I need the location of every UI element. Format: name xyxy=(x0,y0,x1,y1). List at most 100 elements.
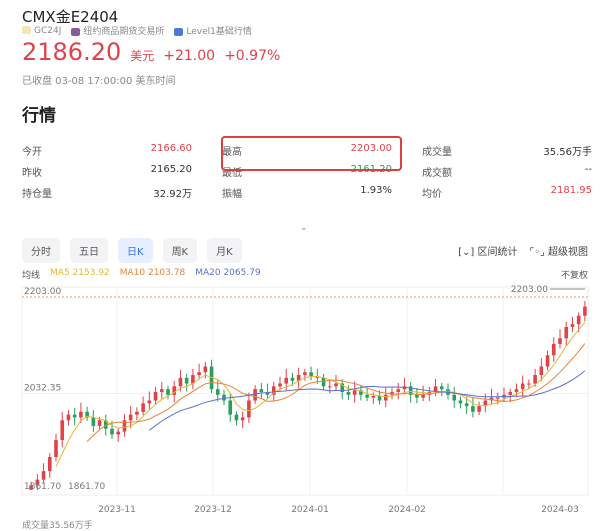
candle-body xyxy=(551,343,556,356)
candle-body xyxy=(191,375,195,384)
candle-body xyxy=(54,440,58,458)
candle-body xyxy=(72,414,77,418)
quote-value: 2181.95 xyxy=(550,185,592,196)
candle-body xyxy=(184,377,189,384)
candle-body xyxy=(197,372,201,376)
candle-body xyxy=(85,411,89,418)
candle-body xyxy=(315,376,320,378)
quote-value: 32.92万 xyxy=(153,189,192,200)
candle-body xyxy=(545,355,550,367)
candle-body xyxy=(66,414,71,421)
quote-value: 2203.00 xyxy=(350,143,392,154)
quote-item: 昨收 2165.20 xyxy=(22,164,192,179)
candle-body xyxy=(464,403,469,407)
candle-body xyxy=(91,417,96,426)
candle-body xyxy=(203,366,208,373)
tab-period[interactable]: 周K xyxy=(162,238,198,263)
candle-body xyxy=(278,383,282,387)
tab-period[interactable]: 分时 xyxy=(22,238,60,263)
x-tick-label: 2024-03 xyxy=(541,505,579,515)
candle-body xyxy=(35,479,40,486)
market-status: 已收盘 03-08 17:00:00 美东时间 xyxy=(22,76,176,87)
level[interactable]: Level1基础行情 xyxy=(186,27,252,37)
quote-label: 今开 xyxy=(22,147,42,158)
candle-body xyxy=(458,400,463,404)
x-tick-label: 2024-02 xyxy=(388,505,426,515)
candle-body xyxy=(228,400,233,415)
candle-body xyxy=(421,394,425,398)
quote-item: 今开 2166.60 xyxy=(22,143,192,158)
highlight-box xyxy=(221,136,402,171)
y-tick-label: 2032.35 xyxy=(24,384,61,394)
candle-body xyxy=(570,324,575,327)
adjust-toggle[interactable]: 不复权 xyxy=(560,271,588,281)
chart-frame xyxy=(21,286,589,496)
candle-body xyxy=(452,394,457,401)
candle-body xyxy=(321,377,326,387)
min-label: 1861.70 xyxy=(68,482,105,492)
candle-body xyxy=(172,386,177,395)
candle-body xyxy=(110,428,114,435)
range-stats-button[interactable]: [⌄] 区间统计 xyxy=(458,243,517,258)
instrument-meta: GC24J 纽约商品期货交易所 Level1基础行情 xyxy=(22,24,252,37)
quote-value: -- xyxy=(584,164,592,175)
candlestick-chart[interactable]: 2203.00 2032.35 1861.70 2203.00 1861.70 2023-… xyxy=(0,282,600,518)
quote-value: 35.56万手 xyxy=(543,147,592,158)
candle-body xyxy=(402,386,407,390)
quote-label: 持仓量 xyxy=(22,189,52,200)
period-tabs: 分时 五日 日K 周K 月K xyxy=(22,238,242,263)
candle-body xyxy=(408,386,413,395)
quote-item: 均价 2181.95 xyxy=(422,185,592,200)
candle-body xyxy=(79,411,83,418)
tab-period[interactable]: 日K xyxy=(118,238,153,263)
candle-body xyxy=(247,400,251,418)
exchange: 纽约商品期货交易所 xyxy=(83,27,165,37)
candle-body xyxy=(520,383,525,390)
quote-label: 振幅 xyxy=(222,189,242,200)
candle-body xyxy=(122,420,127,432)
x-tick-label: 2024-01 xyxy=(291,505,329,515)
candle-body xyxy=(29,485,33,490)
candle-body xyxy=(135,411,139,415)
chevron-down-icon[interactable]: ⌄ xyxy=(300,223,308,233)
candle-body xyxy=(489,397,494,401)
range-stats-label: 区间统计 xyxy=(477,247,518,258)
ma5-line xyxy=(55,322,586,467)
candle-body xyxy=(128,414,133,421)
instrument-title: CMX金E2404 xyxy=(22,8,119,26)
flag-icon xyxy=(71,27,81,36)
candle-body xyxy=(97,420,102,426)
candle-body xyxy=(166,389,170,395)
bracket-icon: [⌄] xyxy=(458,247,475,258)
candle-body xyxy=(483,400,488,407)
candle-body xyxy=(240,417,245,421)
ma5: MA5 2153.92 xyxy=(50,268,110,278)
candle-body xyxy=(215,389,220,395)
quote-item: 最高 2203.00 xyxy=(222,143,392,158)
x-tick-label: 2023-11 xyxy=(98,505,136,515)
chart-tools: [⌄] 区间统计 ⌜◦⌟ 超级视图 xyxy=(458,243,588,258)
change: +21.00 xyxy=(163,48,216,64)
section-title: 行情 xyxy=(22,106,56,126)
tab-period[interactable]: 月K xyxy=(207,238,242,263)
super-view-label: 超级视图 xyxy=(548,247,588,258)
ma20-line xyxy=(149,370,586,431)
candle-body xyxy=(564,326,569,339)
candle-body xyxy=(265,392,270,395)
tab-period[interactable]: 五日 xyxy=(70,238,108,263)
super-view-button[interactable]: ⌜◦⌟ 超级视图 xyxy=(530,243,588,258)
candle-body xyxy=(290,377,295,381)
candle-body xyxy=(340,383,345,393)
quote-label: 昨收 xyxy=(22,168,42,179)
quote-item: 成交量 35.56万手 xyxy=(422,143,592,158)
y-tick-label: 2203.00 xyxy=(24,287,61,297)
candle-body xyxy=(365,394,369,398)
candle-body xyxy=(527,383,531,385)
candle-body xyxy=(514,389,519,393)
candle-body xyxy=(583,306,587,316)
candle-body xyxy=(147,400,152,404)
level-icon xyxy=(174,27,184,36)
x-tick-label: 2023-12 xyxy=(194,505,232,515)
candle-body xyxy=(153,392,158,401)
candle-body xyxy=(334,383,338,387)
